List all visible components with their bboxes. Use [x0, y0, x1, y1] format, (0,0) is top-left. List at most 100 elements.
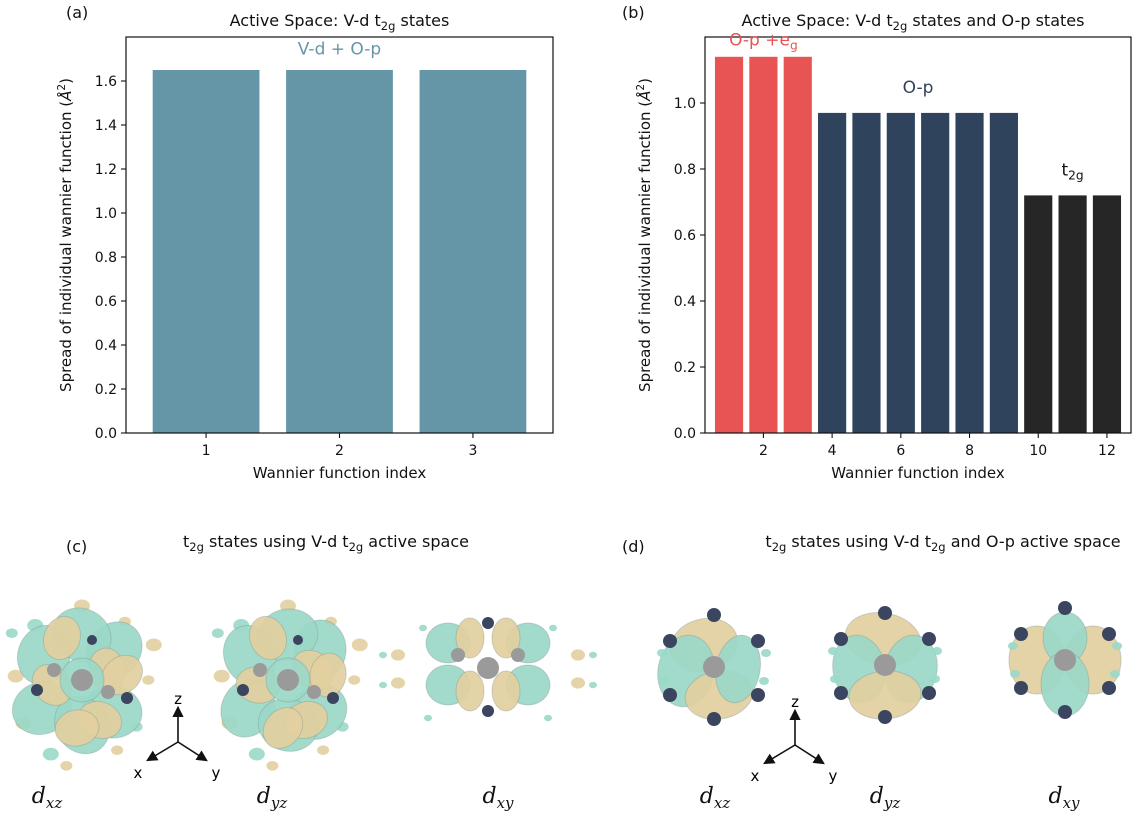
atom [1058, 705, 1072, 719]
x-tick-label: 4 [828, 443, 837, 459]
atom [874, 654, 896, 676]
y-tick-label: 0.4 [674, 294, 696, 310]
satellite-lobe [571, 649, 585, 661]
satellite-lobe [830, 675, 840, 683]
atom [47, 663, 61, 677]
atom [101, 685, 115, 699]
bar-3 [419, 70, 527, 433]
atom [707, 712, 721, 726]
atom [1014, 627, 1028, 641]
x-tick-label: 2 [335, 443, 344, 459]
atom [511, 648, 525, 662]
satellite-lobe [1010, 670, 1020, 678]
chart-title: Active Space: V-d t2g states [230, 11, 450, 33]
bar-2 [286, 70, 393, 433]
bar-6 [886, 112, 915, 434]
y-tick-label: 0.0 [95, 426, 117, 442]
atom [71, 669, 93, 691]
bar-1 [714, 56, 744, 434]
atom [1054, 649, 1076, 671]
panel-d-label: (d) [622, 537, 645, 556]
satellite-lobe [213, 669, 230, 683]
y-tick-label: 0.2 [95, 382, 117, 398]
bar-3 [783, 56, 812, 434]
orbital-label: dxy [1049, 784, 1081, 812]
satellite-lobe [759, 677, 769, 685]
y-tick-label: 0.4 [95, 338, 117, 354]
panel-label: (b) [622, 3, 645, 22]
atom [703, 656, 725, 678]
satellite-lobe [351, 638, 368, 652]
atom [878, 710, 892, 724]
axis-arrow [177, 741, 208, 762]
chart-title: Active Space: V-d t2g states and O-p sta… [742, 11, 1085, 33]
orbital-lobe [491, 617, 521, 659]
orbital-lobe [248, 615, 288, 661]
atom [121, 692, 133, 704]
atom [293, 635, 303, 645]
atom [751, 688, 765, 702]
bar-1 [152, 70, 260, 433]
orbital-label: dyz [257, 784, 288, 812]
satellite-lobe [317, 745, 330, 755]
atom [1014, 681, 1028, 695]
atom [253, 663, 267, 677]
y-tick-label: 1.0 [95, 206, 117, 222]
x-tick-label: 3 [468, 443, 477, 459]
atom [1102, 681, 1116, 695]
atom [307, 685, 321, 699]
orbital-lobe [455, 617, 485, 659]
atom [922, 632, 936, 646]
axis-z-label: z [174, 690, 182, 708]
axis-y-label: y [829, 767, 838, 785]
x-axis-label: Wannier function index [831, 464, 1005, 482]
satellite-lobe [657, 649, 667, 657]
bar-9 [989, 112, 1018, 434]
satellite-lobe [589, 681, 597, 689]
orbital-lobe [54, 709, 100, 747]
satellite-lobe [266, 761, 279, 771]
axis-x-label: x [134, 764, 143, 782]
panel-c-coordinate-axes: z x y [134, 690, 221, 782]
satellite-lobe [419, 624, 427, 632]
satellite-lobe [1110, 670, 1120, 678]
y-tick-label: 1.4 [95, 118, 117, 134]
panel-d-coordinate-axes: z x y [751, 693, 838, 785]
x-tick-label: 1 [202, 443, 211, 459]
atom [834, 686, 848, 700]
bar-2 [749, 56, 778, 434]
orbital-lobe [42, 615, 82, 661]
x-tick-label: 8 [965, 443, 974, 459]
axis-arrow [146, 741, 179, 762]
satellite-lobe [379, 681, 387, 689]
panel-b-chart: (b) 0.0 0.2 0.4 0.6 0.8 1.0 2 4 6 8 10 12 Active Spac… [622, 3, 1132, 482]
satellite-lobe [424, 714, 432, 722]
satellite-lobe [930, 675, 940, 683]
y-tick-label: 0.8 [95, 250, 117, 266]
y-tick-label: 1.2 [95, 162, 117, 178]
atom [834, 632, 848, 646]
atom [751, 634, 765, 648]
satellite-lobe [1008, 642, 1018, 650]
x-tick-label: 12 [1098, 443, 1116, 459]
y-axis-label: Spread of individual wannier function (Å… [56, 78, 75, 392]
satellite-lobe [589, 651, 597, 659]
satellite-lobe [1112, 642, 1122, 650]
panel-c-title: t2g states using V-d t2g active space [183, 532, 469, 554]
satellite-lobe [60, 761, 73, 771]
y-tick-label: 0.8 [674, 162, 696, 178]
satellite-lobe [932, 647, 942, 655]
orbital-label: dxz [700, 784, 731, 812]
atom [277, 669, 299, 691]
axis-z-label: z [791, 693, 799, 711]
bar-group-annotation: O-p +eg [729, 30, 798, 52]
satellite-lobe [7, 669, 24, 683]
panel-d-orbital-renders [657, 601, 1122, 726]
satellite-lobe [761, 649, 771, 657]
atom [1058, 601, 1072, 615]
orbital-labels: dxz dyz dxy dxz dyz dxy [32, 784, 1080, 812]
atom [477, 657, 499, 679]
satellite-lobe [379, 651, 387, 659]
bar-4 [818, 112, 847, 434]
